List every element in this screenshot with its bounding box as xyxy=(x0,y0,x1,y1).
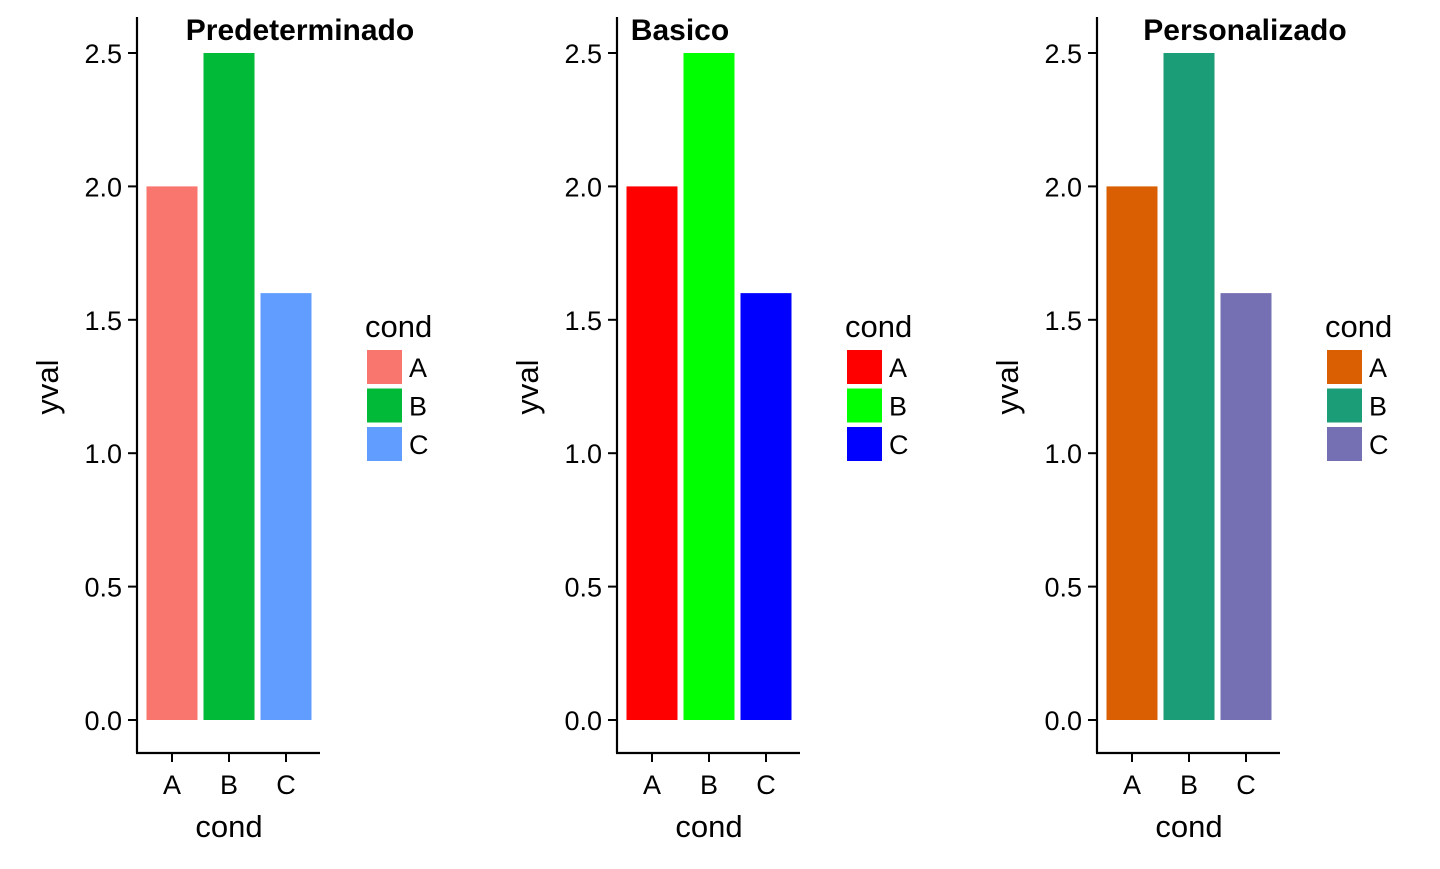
y-axis-title: yval xyxy=(30,359,65,414)
y-tick-label: 0.5 xyxy=(564,573,602,603)
legend-label: A xyxy=(1369,353,1387,383)
legend-key-a xyxy=(847,350,882,384)
legend-key-c xyxy=(847,427,882,461)
legend-label: B xyxy=(889,392,907,422)
y-tick-label: 2.0 xyxy=(564,172,602,202)
legend-label: A xyxy=(409,353,427,383)
legend-title: cond xyxy=(365,309,432,344)
y-tick-label: 0.0 xyxy=(564,706,602,736)
y-tick-label: 0.5 xyxy=(84,573,122,603)
y-tick-label: 1.5 xyxy=(84,306,122,336)
x-tick-label: C xyxy=(276,770,296,800)
bar-b xyxy=(683,53,735,720)
legend-label: C xyxy=(409,430,429,460)
bar-a xyxy=(146,186,198,720)
legend-key-a xyxy=(367,350,402,384)
bar-a xyxy=(1106,186,1158,720)
x-tick-label: A xyxy=(1123,770,1141,800)
y-axis-title: yval xyxy=(990,359,1025,414)
panel-personalizado: 0.00.51.01.52.02.5A B CcondyvalPersonaliza… xyxy=(990,14,1392,844)
legend-label: A xyxy=(889,353,907,383)
legend: cond ABC xyxy=(365,309,432,461)
x-axis-title: cond xyxy=(675,809,742,844)
legend-key-b xyxy=(367,388,402,423)
y-axis-title: yval xyxy=(510,359,545,414)
y-tick-label: 0.5 xyxy=(1044,573,1082,603)
y-tick-label: 1.0 xyxy=(84,439,122,469)
x-tick-label: A xyxy=(163,770,181,800)
bar-a xyxy=(626,186,678,720)
y-tick-label: 1.0 xyxy=(1044,439,1082,469)
legend-key-a xyxy=(1327,350,1362,384)
legend-title: cond xyxy=(1325,309,1392,344)
x-tick-label: A xyxy=(643,770,661,800)
x-tick-label: B xyxy=(1180,770,1198,800)
y-tick-label: 0.0 xyxy=(1044,706,1082,736)
legend-label: B xyxy=(409,392,427,422)
y-tick-label: 1.5 xyxy=(1044,306,1082,336)
x-tick-label: B xyxy=(220,770,238,800)
y-tick-label: 2.0 xyxy=(1044,172,1082,202)
legend-key-b xyxy=(847,388,882,423)
panel-predeterminado: 0.00.51.01.52.02.5A B CcondyvalPredetermin… xyxy=(30,14,432,844)
panel-basico: 0.00.51.01.52.02.5A B CcondyvalBasicocondA… xyxy=(510,14,912,844)
legend-key-c xyxy=(1327,427,1362,461)
bar-b xyxy=(203,53,255,720)
x-tick-label: C xyxy=(756,770,776,800)
panel-title: Basico xyxy=(631,14,729,47)
bar-c xyxy=(740,293,792,720)
bar-c xyxy=(1220,293,1272,720)
legend-label: C xyxy=(889,430,909,460)
y-tick-label: 2.5 xyxy=(564,39,602,69)
legend: cond ABC xyxy=(1325,309,1392,461)
panel-title: Personalizado xyxy=(1143,14,1346,47)
bar-c xyxy=(260,293,312,720)
y-tick-label: 2.0 xyxy=(84,172,122,202)
y-tick-label: 2.5 xyxy=(1044,39,1082,69)
bar-b xyxy=(1163,53,1215,720)
legend-key-c xyxy=(367,427,402,461)
y-tick-label: 1.0 xyxy=(564,439,602,469)
panel-title: Predeterminado xyxy=(186,14,414,47)
legend-key-b xyxy=(1327,388,1362,423)
legend-title: cond xyxy=(845,309,912,344)
legend-label: B xyxy=(1369,392,1387,422)
x-axis-title: cond xyxy=(195,809,262,844)
y-tick-label: 1.5 xyxy=(564,306,602,336)
x-tick-label: B xyxy=(700,770,718,800)
x-tick-label: C xyxy=(1236,770,1256,800)
y-tick-label: 0.0 xyxy=(84,706,122,736)
legend-label: C xyxy=(1369,430,1389,460)
y-tick-label: 2.5 xyxy=(84,39,122,69)
legend: cond ABC xyxy=(845,309,912,461)
x-axis-title: cond xyxy=(1155,809,1222,844)
